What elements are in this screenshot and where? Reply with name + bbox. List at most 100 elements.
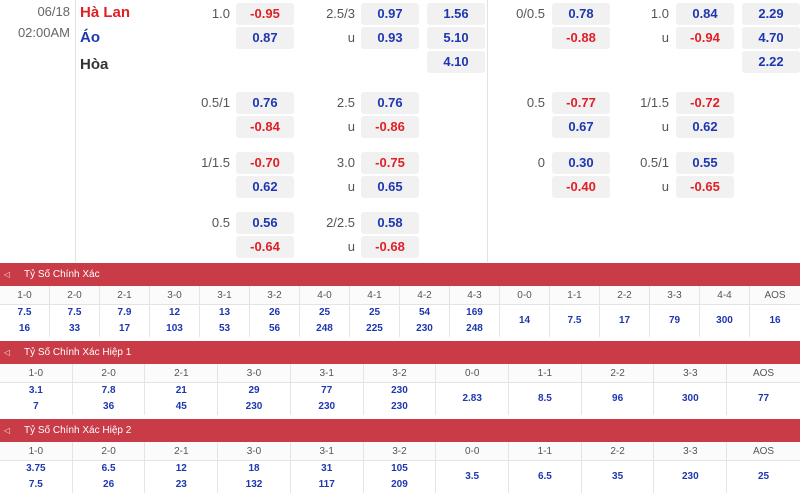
score-odds[interactable]: 230 [318, 401, 336, 412]
score-column[interactable]: 3-2 105 209 [363, 442, 437, 493]
odds-handicap-home[interactable]: -0.95 [236, 3, 294, 25]
score-column[interactable]: 3-1 77 230 [290, 364, 364, 415]
score-odds[interactable]: 2.83 [462, 393, 482, 404]
odds-1x2[interactable]: 2.22 [742, 51, 800, 73]
score-odds[interactable]: 56 [268, 323, 281, 334]
score-odds[interactable]: 13 [218, 307, 231, 318]
score-odds[interactable]: 225 [366, 323, 383, 334]
score-column[interactable]: 4-1 25 225 [350, 286, 400, 337]
score-column[interactable]: AOS 16 [750, 286, 800, 337]
odds-handicap-away[interactable]: -0.88 [552, 27, 610, 49]
score-column[interactable]: 3-0 12 103 [150, 286, 200, 337]
score-odds[interactable]: 53 [218, 323, 231, 334]
score-odds[interactable]: 300 [681, 393, 699, 404]
score-odds[interactable]: 3.1 [28, 385, 43, 396]
score-column[interactable]: AOS 25 [727, 442, 800, 493]
score-column[interactable]: 1-1 7.5 [550, 286, 600, 337]
odds-under[interactable]: -0.94 [676, 27, 734, 49]
score-odds[interactable]: 230 [245, 401, 263, 412]
score-odds[interactable]: 18 [248, 463, 260, 474]
odds-handicap-home[interactable]: -0.70 [236, 152, 294, 174]
section-header[interactable]: ◁ Tỷ Số Chính Xác Hiệp 1 [0, 341, 800, 364]
score-column[interactable]: 3-0 29 230 [218, 364, 291, 415]
odds-over[interactable]: 0.76 [361, 92, 419, 114]
score-column[interactable]: 3-3 230 [654, 442, 728, 493]
score-column[interactable]: 0-0 2.83 [436, 364, 510, 415]
odds-handicap-home[interactable]: 0.30 [552, 152, 610, 174]
score-odds[interactable]: 26 [268, 307, 281, 318]
score-column[interactable]: 2-2 35 [581, 442, 655, 493]
score-odds[interactable]: 54 [418, 307, 431, 318]
score-odds[interactable]: 7.5 [28, 479, 43, 490]
score-odds[interactable]: 29 [248, 385, 260, 396]
score-column[interactable]: 2-0 7.5 33 [50, 286, 100, 337]
score-column[interactable]: 3-2 26 56 [250, 286, 300, 337]
score-odds[interactable]: 25 [318, 307, 331, 318]
score-column[interactable]: 3-3 79 [650, 286, 700, 337]
score-odds[interactable]: 6.5 [101, 463, 116, 474]
score-odds[interactable]: 16 [18, 323, 31, 334]
score-odds[interactable]: 6.5 [537, 471, 552, 482]
score-column[interactable]: 1-1 8.5 [509, 364, 582, 415]
odds-under[interactable]: -0.68 [361, 236, 419, 258]
score-odds[interactable]: 16 [769, 315, 781, 326]
odds-1x2[interactable]: 1.56 [427, 3, 485, 25]
score-column[interactable]: 2-1 21 45 [145, 364, 219, 415]
collapse-arrow-icon[interactable]: ◁ [4, 348, 11, 357]
odds-handicap-away[interactable]: -0.84 [236, 116, 294, 138]
score-odds[interactable]: 23 [175, 479, 187, 490]
odds-over[interactable]: -0.75 [361, 152, 419, 174]
score-odds[interactable]: 12 [168, 307, 181, 318]
score-odds[interactable]: 209 [391, 479, 408, 490]
score-column[interactable]: 4-0 25 248 [300, 286, 350, 337]
odds-under[interactable]: 0.65 [361, 176, 419, 198]
odds-over[interactable]: 0.84 [676, 3, 734, 25]
score-odds[interactable]: 7.9 [117, 307, 132, 318]
score-odds[interactable]: 7.5 [17, 307, 32, 318]
score-odds[interactable]: 169 [466, 307, 483, 318]
score-column[interactable]: 4-3 169 248 [450, 286, 500, 337]
score-column[interactable]: AOS 77 [727, 364, 800, 415]
odds-over[interactable]: 0.97 [361, 3, 419, 25]
score-odds[interactable]: 79 [668, 315, 681, 326]
section-header[interactable]: ◁ Tỷ Số Chính Xác [0, 263, 800, 286]
score-odds[interactable]: 36 [103, 401, 115, 412]
score-odds[interactable]: 7.8 [101, 385, 116, 396]
score-odds[interactable]: 230 [391, 401, 408, 412]
odds-handicap-away[interactable]: -0.64 [236, 236, 294, 258]
odds-under[interactable]: -0.65 [676, 176, 734, 198]
odds-handicap-away[interactable]: 0.67 [552, 116, 610, 138]
score-column[interactable]: 3-2 230 230 [363, 364, 437, 415]
score-column[interactable]: 3-1 13 53 [200, 286, 250, 337]
odds-1x2[interactable]: 4.10 [427, 51, 485, 73]
collapse-arrow-icon[interactable]: ◁ [4, 426, 11, 435]
score-column[interactable]: 4-2 54 230 [400, 286, 450, 337]
collapse-arrow-icon[interactable]: ◁ [4, 270, 11, 279]
score-odds[interactable]: 26 [103, 479, 115, 490]
score-odds[interactable]: 8.5 [537, 393, 552, 404]
score-odds[interactable]: 230 [681, 471, 699, 482]
odds-under[interactable]: -0.86 [361, 116, 419, 138]
odds-handicap-home[interactable]: -0.77 [552, 92, 610, 114]
score-column[interactable]: 2-0 7.8 36 [72, 364, 146, 415]
score-odds[interactable]: 117 [318, 479, 335, 490]
odds-1x2[interactable]: 5.10 [427, 27, 485, 49]
home-team[interactable]: Hà Lan [80, 4, 131, 21]
score-odds[interactable]: 35 [612, 471, 624, 482]
odds-handicap-home[interactable]: 0.56 [236, 212, 294, 234]
score-column[interactable]: 1-0 3.75 7.5 [0, 442, 73, 493]
score-column[interactable]: 3-0 18 132 [218, 442, 291, 493]
score-odds[interactable]: 25 [368, 307, 381, 318]
score-column[interactable]: 1-1 6.5 [509, 442, 582, 493]
score-column[interactable]: 0-0 3.5 [436, 442, 510, 493]
odds-under[interactable]: 0.62 [676, 116, 734, 138]
section-header[interactable]: ◁ Tỷ Số Chính Xác Hiệp 2 [0, 419, 800, 442]
score-column[interactable]: 0-0 14 [500, 286, 550, 337]
score-column[interactable]: 2-1 7.9 17 [100, 286, 150, 337]
score-odds[interactable]: 14 [518, 315, 531, 326]
score-column[interactable]: 2-2 96 [581, 364, 655, 415]
score-odds[interactable]: 25 [757, 471, 770, 482]
score-odds[interactable]: 230 [416, 323, 433, 334]
score-odds[interactable]: 7.5 [567, 315, 582, 326]
score-odds[interactable]: 12 [175, 463, 187, 474]
